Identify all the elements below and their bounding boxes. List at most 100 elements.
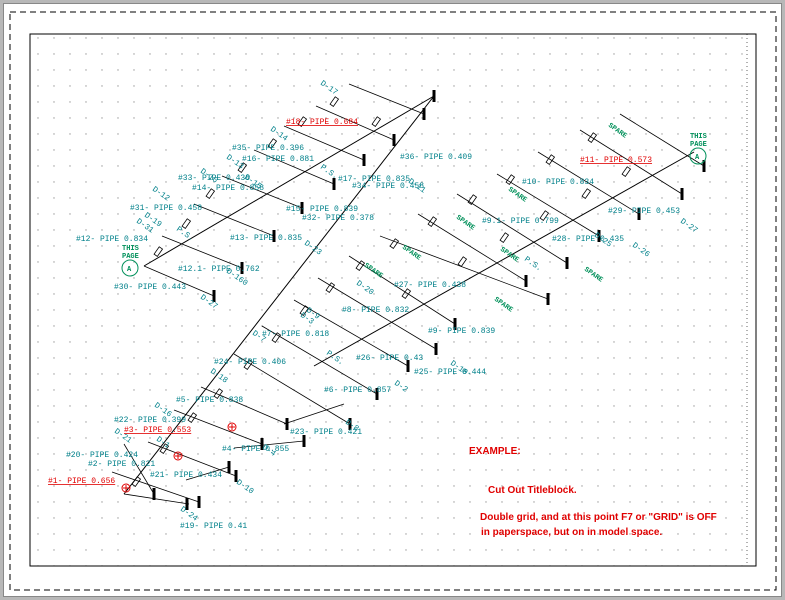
connector-id: A xyxy=(127,266,132,274)
inner-border xyxy=(29,33,757,567)
branch-pipe xyxy=(261,325,378,395)
valve-fitting xyxy=(545,154,556,165)
drop-head xyxy=(432,90,436,102)
valve-fitting xyxy=(243,359,254,370)
pipe-network xyxy=(111,83,707,510)
pipe-label: #34- PIPE 0.458 xyxy=(352,182,424,191)
pipe-label: #4- PIPE 0.855 xyxy=(222,445,289,454)
pipe-label: #10- PIPE 0.834 xyxy=(522,178,594,187)
valve-fitting xyxy=(153,246,164,257)
connector-caption: THIS xyxy=(690,133,707,141)
connector-circle-icon xyxy=(689,147,707,165)
branch-pipe xyxy=(456,193,568,264)
valve-fitting xyxy=(505,174,516,185)
main-pipe-1 xyxy=(123,95,435,495)
main-pipe-3 xyxy=(313,151,695,367)
connector-caption: THIS xyxy=(122,245,139,253)
pipe-label: #31- PIPE 0.458 xyxy=(130,204,202,213)
drop-head xyxy=(362,154,366,166)
pipe-label: #9- PIPE 0.839 xyxy=(428,327,495,336)
valve-fitting xyxy=(267,138,278,149)
valve-fitting xyxy=(621,166,632,177)
valve-fitting xyxy=(237,162,248,173)
pipe-label: #15- PIPE 0.839 xyxy=(286,205,358,214)
pipe-label: #20- PIPE 0.424 xyxy=(66,451,138,460)
drop-head xyxy=(524,275,528,287)
note-line-2a: Double grid, and at this point F7 or "GR… xyxy=(480,512,717,523)
drop-head xyxy=(234,470,238,482)
pipe-label: #24- PIPE 0.406 xyxy=(214,358,286,367)
branch-pipe xyxy=(253,149,335,185)
pipe-label: #25- PIPE 0.444 xyxy=(414,368,486,377)
valve-fitting xyxy=(371,116,382,127)
branch-pipe xyxy=(317,277,437,350)
note-line-1: Cut Out Titleblock. xyxy=(488,485,577,496)
drop-head xyxy=(152,488,156,500)
valve-fitting xyxy=(499,232,510,243)
drop-head xyxy=(300,202,304,214)
branch-pipe xyxy=(417,213,527,282)
red-marker-icon xyxy=(227,422,237,432)
valve-fitting xyxy=(539,210,550,221)
branch-pipe xyxy=(348,255,456,325)
valve-fitting xyxy=(325,282,336,293)
drop-head xyxy=(434,343,438,355)
pipe-label: #7- PIPE 0.818 xyxy=(262,330,329,339)
outer-dashed-border xyxy=(9,11,777,591)
main-pipe-2 xyxy=(143,95,435,267)
pipe-label: #26- PIPE 0.43 xyxy=(356,354,423,363)
branch-pipe xyxy=(283,403,345,425)
pipe-label: #18- PIPE 0.684 xyxy=(286,118,358,127)
branch-pipe xyxy=(193,203,275,237)
drop-head xyxy=(406,360,410,372)
pipe-label: #32- PIPE 0.378 xyxy=(302,214,374,223)
valve-fitting xyxy=(581,188,592,199)
pipe-label: #13- PIPE 0.835 xyxy=(230,234,302,243)
drop-head xyxy=(197,496,201,508)
drop-head xyxy=(212,290,216,302)
pipe-label: #5- PIPE 0.838 xyxy=(176,396,243,405)
note-heading: EXAMPLE: xyxy=(469,446,521,457)
valve-fitting xyxy=(587,132,598,143)
drop-head xyxy=(285,418,289,430)
branch-pipe xyxy=(233,353,351,425)
branch-pipe xyxy=(143,265,215,297)
pipe-label: #8- PIPE 0.832 xyxy=(342,306,409,315)
drop-head xyxy=(185,498,189,510)
branch-pipe xyxy=(173,409,263,445)
branch-pipe xyxy=(221,175,303,209)
note-line-2b: in paperspace, but on in model space. xyxy=(481,527,663,538)
pipe-label: #19- PIPE 0.41 xyxy=(180,522,247,531)
pipe-label: #21- PIPE 0.434 xyxy=(150,471,222,480)
valve-fitting xyxy=(271,332,282,343)
pipe-label: #3- PIPE 0.553 xyxy=(124,426,191,435)
connector-caption: PAGE xyxy=(690,141,707,149)
drop-head xyxy=(637,208,641,220)
valve-fitting xyxy=(457,256,468,267)
branch-pipe xyxy=(283,125,365,161)
valve-fitting xyxy=(205,188,216,199)
branch-pipe xyxy=(315,105,395,141)
drop-head xyxy=(680,188,684,200)
branch-pipe xyxy=(579,129,683,195)
drop-head xyxy=(240,262,244,274)
valve-fitting xyxy=(329,96,340,107)
drop-head xyxy=(227,461,231,473)
red-marker-icon xyxy=(173,451,183,461)
drop-head xyxy=(453,318,457,330)
pipe-label: #17- PIPE 0.835 xyxy=(338,175,410,184)
branch-pipe xyxy=(379,235,549,300)
connector-caption: PAGE xyxy=(122,253,139,261)
pipe-label: #2- PIPE 0.821 xyxy=(88,460,155,469)
branch-pipe xyxy=(348,83,425,115)
branch-pipe xyxy=(496,173,600,237)
drawing-sheet: A THIS PAGE A THIS PAGE #18- PIPE 0.684 #35- PI… xyxy=(3,3,782,597)
drop-head xyxy=(302,435,306,447)
pipe-label: #36- PIPE 0.409 xyxy=(400,153,472,162)
drop-head xyxy=(348,418,352,430)
branch-pipe xyxy=(293,299,409,367)
pipe-label: #12- PIPE 0.834 xyxy=(76,235,148,244)
valve-fitting xyxy=(299,305,310,316)
valve-fitting xyxy=(467,194,478,205)
